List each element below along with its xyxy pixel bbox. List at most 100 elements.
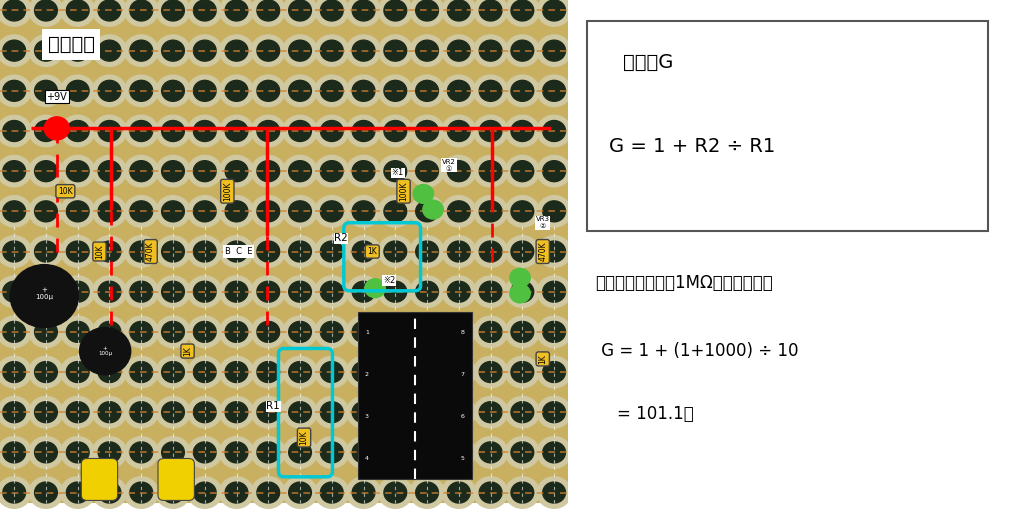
Circle shape <box>92 397 127 428</box>
Circle shape <box>321 80 343 101</box>
Circle shape <box>92 195 127 227</box>
Circle shape <box>0 156 32 187</box>
Circle shape <box>511 121 534 141</box>
Circle shape <box>410 477 444 508</box>
Circle shape <box>346 436 381 468</box>
Text: 1: 1 <box>365 330 369 335</box>
Circle shape <box>60 477 95 508</box>
Circle shape <box>447 321 470 342</box>
Circle shape <box>346 236 381 267</box>
Circle shape <box>60 276 95 308</box>
Circle shape <box>194 161 216 182</box>
Circle shape <box>130 482 153 503</box>
Circle shape <box>441 35 476 67</box>
Circle shape <box>416 0 438 21</box>
Circle shape <box>156 236 190 267</box>
Text: B  C  E: B C E <box>225 247 253 256</box>
Circle shape <box>447 241 470 262</box>
Circle shape <box>505 356 540 388</box>
Circle shape <box>3 321 26 342</box>
Circle shape <box>447 482 470 503</box>
Circle shape <box>10 265 79 328</box>
Circle shape <box>60 316 95 347</box>
Circle shape <box>251 195 286 227</box>
Circle shape <box>257 482 280 503</box>
Circle shape <box>314 356 349 388</box>
Circle shape <box>410 276 444 308</box>
Circle shape <box>130 402 153 423</box>
Circle shape <box>29 356 63 388</box>
Text: 100K: 100K <box>223 181 231 201</box>
Circle shape <box>124 0 159 26</box>
Circle shape <box>60 115 95 147</box>
Circle shape <box>352 362 375 383</box>
Circle shape <box>447 442 470 463</box>
Circle shape <box>162 201 184 222</box>
Circle shape <box>314 436 349 468</box>
Circle shape <box>283 316 317 347</box>
Circle shape <box>447 402 470 423</box>
Circle shape <box>29 477 63 508</box>
Circle shape <box>3 442 26 463</box>
Circle shape <box>251 276 286 308</box>
Circle shape <box>251 0 286 26</box>
Circle shape <box>505 436 540 468</box>
Circle shape <box>441 276 476 308</box>
Circle shape <box>441 397 476 428</box>
Circle shape <box>67 402 89 423</box>
Circle shape <box>473 195 508 227</box>
Circle shape <box>314 0 349 26</box>
Circle shape <box>314 316 349 347</box>
Circle shape <box>0 0 32 26</box>
Circle shape <box>130 161 153 182</box>
Circle shape <box>3 121 26 141</box>
Circle shape <box>410 316 444 347</box>
Circle shape <box>505 75 540 106</box>
Circle shape <box>410 0 444 26</box>
Circle shape <box>225 321 248 342</box>
Text: 10K: 10K <box>300 430 308 445</box>
Circle shape <box>441 436 476 468</box>
Circle shape <box>35 40 57 61</box>
Circle shape <box>479 362 502 383</box>
Circle shape <box>416 201 438 222</box>
Circle shape <box>3 161 26 182</box>
Circle shape <box>162 241 184 262</box>
Circle shape <box>378 0 413 26</box>
Circle shape <box>29 195 63 227</box>
Circle shape <box>321 241 343 262</box>
Circle shape <box>505 115 540 147</box>
Circle shape <box>447 281 470 302</box>
Circle shape <box>219 35 254 67</box>
Circle shape <box>3 482 26 503</box>
Circle shape <box>35 402 57 423</box>
Circle shape <box>505 276 540 308</box>
Circle shape <box>67 321 89 342</box>
Circle shape <box>473 276 508 308</box>
Circle shape <box>479 442 502 463</box>
Circle shape <box>384 40 407 61</box>
Circle shape <box>124 115 159 147</box>
Circle shape <box>479 281 502 302</box>
Circle shape <box>225 402 248 423</box>
Circle shape <box>410 236 444 267</box>
Circle shape <box>410 156 444 187</box>
Circle shape <box>35 201 57 222</box>
Circle shape <box>283 477 317 508</box>
Circle shape <box>314 276 349 308</box>
Circle shape <box>60 0 95 26</box>
Circle shape <box>187 316 222 347</box>
Circle shape <box>194 442 216 463</box>
Circle shape <box>479 201 502 222</box>
Circle shape <box>543 161 565 182</box>
Circle shape <box>314 115 349 147</box>
Circle shape <box>447 40 470 61</box>
Circle shape <box>511 281 534 302</box>
Circle shape <box>378 276 413 308</box>
Circle shape <box>543 121 565 141</box>
Circle shape <box>473 0 508 26</box>
Circle shape <box>346 195 381 227</box>
Circle shape <box>98 161 121 182</box>
Circle shape <box>321 281 343 302</box>
Circle shape <box>479 161 502 182</box>
